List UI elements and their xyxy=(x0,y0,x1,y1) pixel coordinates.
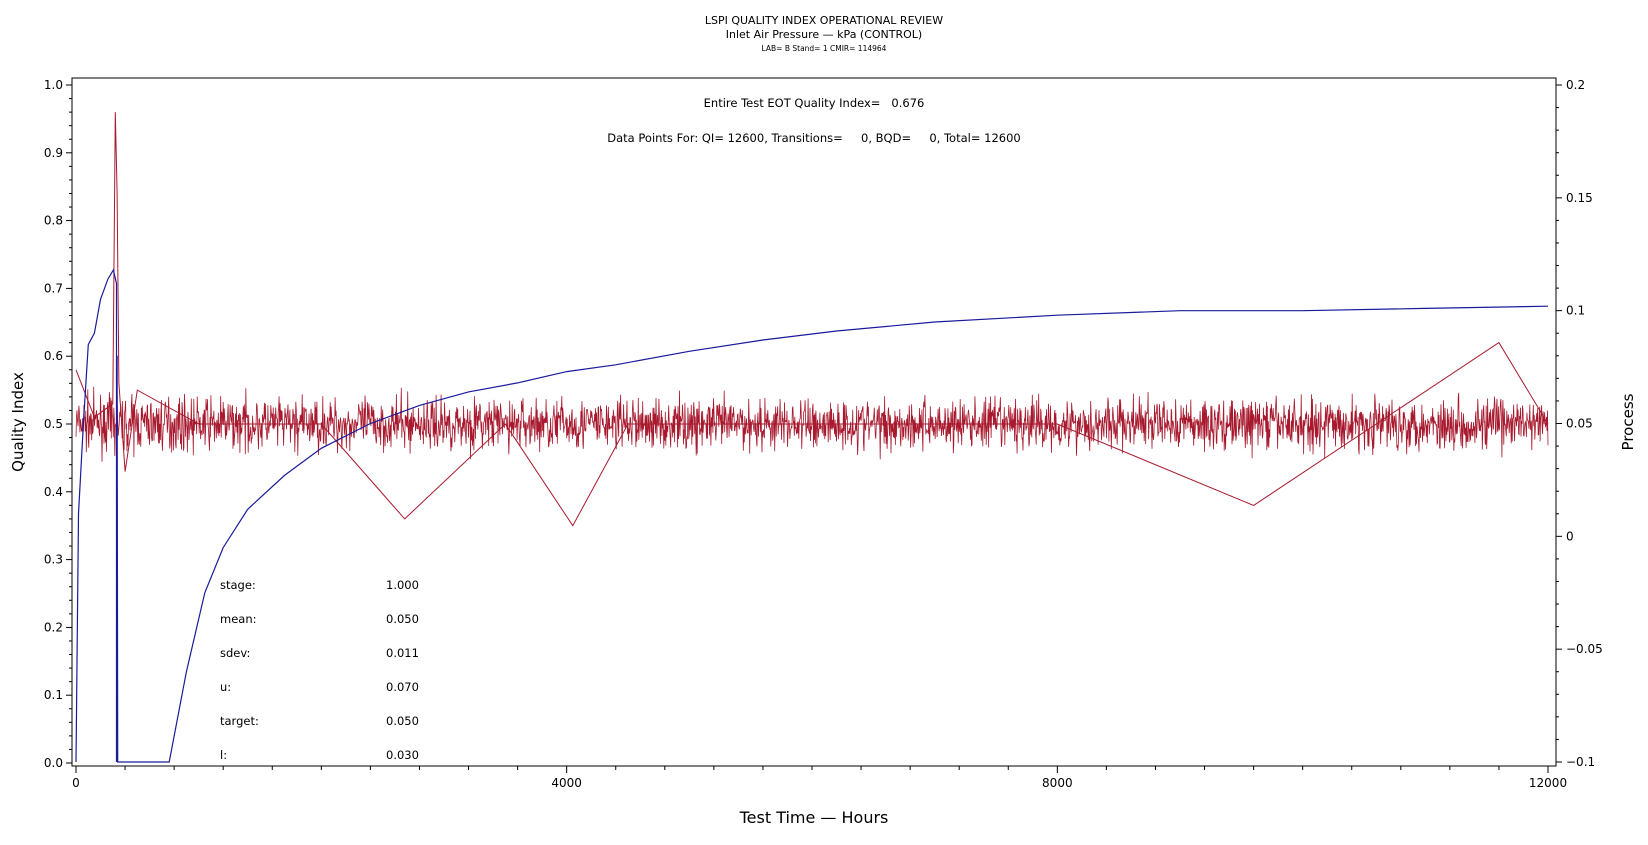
stat-value: 0.011 xyxy=(386,646,419,660)
y-left-tick-label: 0.7 xyxy=(44,281,63,295)
stat-value: 0.050 xyxy=(386,714,419,728)
y-left-tick-label: 0.2 xyxy=(44,620,63,634)
y-axis-left: 0.0 0.1 0.2 0.3 0.4 0.5 0.6 0.7 0.8 0.9 1.0 xyxy=(44,78,72,770)
stat-value: 0.030 xyxy=(386,748,419,762)
x-tick-label: 0 xyxy=(72,776,80,790)
y-left-tick-label: 0.1 xyxy=(44,688,63,702)
chart-subtitle: Inlet Air Pressure — kPa (CONTROL) xyxy=(726,28,922,41)
x-axis: 0 4000 8000 12000 xyxy=(72,766,1567,790)
stat-label: target: xyxy=(220,714,259,728)
series-quality-index xyxy=(75,112,1549,527)
stat-value: 1.000 xyxy=(386,578,419,592)
chart-info-line: LAB= B Stand= 1 CMIR= 114964 xyxy=(762,44,887,53)
stat-label: l: xyxy=(220,748,227,762)
y-right-tick-label: −0.1 xyxy=(1566,755,1595,769)
annotation-eot: Entire Test EOT Quality Index= 0.676 xyxy=(704,96,925,110)
y-left-tick-label: 0.6 xyxy=(44,349,63,363)
x-tick-label: 4000 xyxy=(551,776,582,790)
y-axis-right: −0.1 −0.05 0 0.05 0.1 0.15 0.2 xyxy=(1556,78,1603,769)
series-process xyxy=(75,268,1549,763)
y-left-tick-label: 0.4 xyxy=(44,485,63,499)
chart-title: LSPI QUALITY INDEX OPERATIONAL REVIEW xyxy=(705,14,943,27)
y-left-tick-label: 0.9 xyxy=(44,146,63,160)
stat-value: 0.050 xyxy=(386,612,419,626)
stats-block: stage: 1.000 mean: 0.050 sdev: 0.011 u: 0.070 ta… xyxy=(220,578,419,762)
y-right-tick-label: −0.05 xyxy=(1566,642,1603,656)
y-right-tick-label: 0 xyxy=(1566,529,1574,543)
annotation-data-points: Data Points For: QI= 12600, Transitions=… xyxy=(607,131,1020,145)
y-right-tick-label: 0.05 xyxy=(1566,417,1593,431)
y-axis-right-label: Process xyxy=(1619,393,1637,450)
y-left-tick-label: 0.3 xyxy=(44,553,63,567)
y-axis-left-label: Quality Index xyxy=(9,372,27,472)
x-tick-label: 8000 xyxy=(1042,776,1073,790)
series-quality-index-band xyxy=(75,386,1549,462)
x-axis-label: Test Time — Hours xyxy=(739,808,889,827)
y-right-tick-label: 0.15 xyxy=(1566,191,1593,205)
stat-label: u: xyxy=(220,680,231,694)
stat-value: 0.070 xyxy=(386,680,419,694)
stat-label: stage: xyxy=(220,578,256,592)
stat-label: sdev: xyxy=(220,646,250,660)
y-right-tick-label: 0.2 xyxy=(1566,78,1585,92)
y-right-tick-label: 0.1 xyxy=(1566,304,1585,318)
stat-label: mean: xyxy=(220,612,257,626)
y-left-tick-label: 0.8 xyxy=(44,214,63,228)
x-tick-label: 12000 xyxy=(1529,776,1567,790)
y-left-tick-label: 0.0 xyxy=(44,756,63,770)
y-left-tick-label: 1.0 xyxy=(44,78,63,92)
plot-area xyxy=(71,77,1557,767)
y-left-tick-label: 0.5 xyxy=(44,417,63,431)
